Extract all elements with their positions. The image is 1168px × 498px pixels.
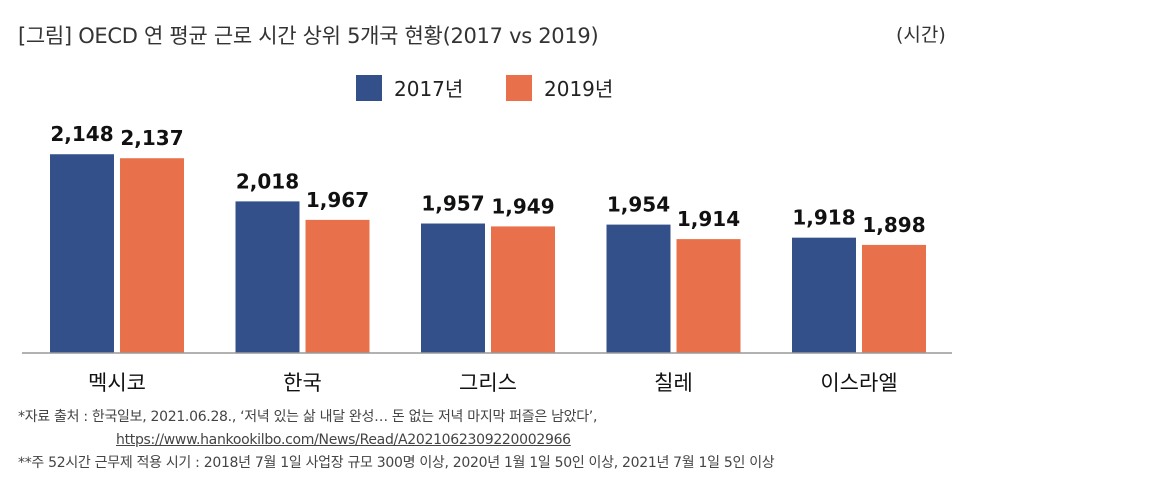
- bar-2017-1: [235, 201, 300, 353]
- bar-2019-0: [120, 158, 184, 353]
- value-label-2019-2: 1,949: [491, 194, 554, 218]
- category-label-4: 이스라엘: [820, 371, 897, 395]
- legend-label-2017: 2017년: [394, 77, 463, 101]
- value-label-2019-0: 2,137: [120, 126, 183, 150]
- value-label-2017-4: 1,918: [792, 206, 855, 230]
- bar-2017-2: [421, 223, 485, 353]
- unit-label: (시간): [896, 24, 946, 46]
- bar-2017-3: [606, 224, 671, 353]
- category-label-3: 칠레: [654, 371, 693, 395]
- value-label-2017-0: 2,148: [50, 122, 113, 146]
- source-note: *자료 출처 : 한국일보, 2021.06.28., ‘저녁 있는 삶 내달 …: [18, 409, 598, 425]
- footnote: **주 52시간 근무제 적용 시기 : 2018년 7월 1일 사업장 규모 …: [18, 455, 775, 471]
- value-label-2019-4: 1,898: [862, 213, 925, 237]
- bar-chart: 2017년 2019년 2,148 2,137 멕시코 2,018 1,967 한국 1,957…: [22, 75, 952, 395]
- bar-2017-0: [50, 154, 114, 353]
- bar-2019-3: [676, 239, 741, 353]
- footnotes: *자료 출처 : 한국일보, 2021.06.28., ‘저녁 있는 삶 내달 …: [18, 406, 775, 475]
- legend-label-2019: 2019년: [544, 77, 613, 101]
- legend-swatch-2017: [356, 75, 382, 101]
- chart-title: [그림] OECD 연 평균 근로 시간 상위 5개국 현황(2017 vs 2…: [18, 24, 599, 48]
- value-label-2017-3: 1,954: [607, 193, 670, 217]
- bar-2019-2: [491, 226, 555, 353]
- value-label-2017-1: 2,018: [236, 169, 299, 193]
- category-label-0: 멕시코: [88, 371, 146, 395]
- legend-swatch-2019: [506, 75, 532, 101]
- value-label-2019-3: 1,914: [677, 207, 740, 231]
- bar-2017-4: [792, 237, 856, 353]
- bar-2019-4: [862, 244, 926, 353]
- bar-2019-1: [305, 219, 370, 353]
- value-label-2017-2: 1,957: [421, 192, 484, 216]
- category-label-2: 그리스: [459, 371, 517, 395]
- source-url[interactable]: https://www.hankookilbo.com/News/Read/A2…: [116, 432, 571, 448]
- value-label-2019-1: 1,967: [306, 188, 369, 212]
- category-label-1: 한국: [283, 371, 322, 395]
